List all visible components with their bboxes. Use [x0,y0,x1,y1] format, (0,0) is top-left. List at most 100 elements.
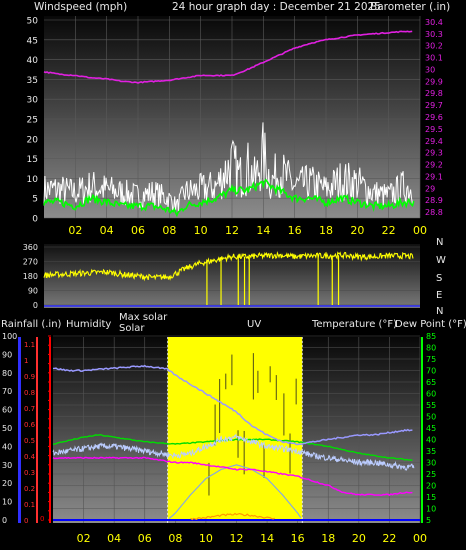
barometer-tick-label: 29.4 [425,137,443,146]
barometer-tick-label: 30.4 [425,18,443,27]
wind-hour-label: 04 [100,224,114,237]
barometer-tick-label: 29.3 [425,149,443,158]
barometer-tick-label: 29.1 [425,172,443,181]
humidity-axis-title: Humidity [66,319,111,330]
rainfall-tick-label: 1.1 [24,341,35,349]
barometer-tick-label: 29.7 [425,101,443,110]
solar-area [167,337,303,521]
temp-hour-label: 04 [107,532,121,545]
wind-tick-label: 45 [27,36,38,46]
temperature-tick-label: 70 [426,367,436,376]
rainfall-tick-label: 1 [24,357,28,365]
humidity-line [52,456,413,497]
barometer-tick-label: 30 [425,65,435,74]
barometer-tick-label: 29.5 [425,125,443,134]
temperature-tick-label: 60 [426,390,436,399]
barometer-tick-label: 29.2 [425,161,443,170]
temperature-tick-label: 10 [426,505,436,514]
wind-direction-line [43,251,414,282]
humidity-tick-label: 0 [2,516,7,525]
temperature-tick-label: 85 [426,332,436,341]
compass-label: E [436,290,442,301]
barometer-tick-label: 29 [425,184,435,193]
dew-point-line [52,433,415,471]
wind-average-line [43,178,415,218]
barometer-axis-title: Barometer (.in) [370,1,450,13]
rainfall-axis-title: Rainfall (.in) [1,319,62,330]
humidity-tick-label: 60 [2,406,12,415]
compass-label: N [436,237,443,248]
rainfall-tick-label: 0.1 [24,501,35,509]
temperature-tick-label: 80 [426,344,436,353]
rainfall-tick-label: 0.5 [24,437,35,445]
graph-title: 24 hour graph day : December 21 2025 [172,1,381,13]
temperature-tick-label: 20 [426,482,436,491]
temp-hour-label: 14 [260,532,274,545]
wind-hour-label: 12 [225,224,239,237]
rainfall-tick-label: 0 [24,517,28,525]
rainfall-tick-label: 0.9 [24,373,35,381]
direction-tick-label: 360 [23,243,38,252]
uv-line [190,512,275,521]
compass-label: W [436,255,446,266]
dew-point-title: Dew Point (°F) [395,319,466,330]
temp-hour-label: 06 [138,532,152,545]
temperature-tick-label: 25 [426,470,436,479]
humidity-tick-label: 20 [2,479,12,488]
rainfall-tick-label: 0.7 [24,405,35,413]
wind-gust-line [43,122,414,212]
rainfall-tick-label: 0.4 [24,453,36,461]
temp-hour-label: 16 [291,532,305,545]
temp-solar-panel: 5101520253035404550556065707580850102030… [2,332,436,545]
barometer-tick-label: 29.6 [425,113,443,122]
compass-label: S [436,273,442,284]
wind-hour-label: 08 [162,224,176,237]
direction-tick-label: 0 [33,301,38,310]
rainfall-tick-label: 0.3 [24,469,35,477]
temp-hour-label: 08 [168,532,182,545]
temp-hour-label: 22 [382,532,396,545]
max-solar-line [168,464,302,520]
temperature-tick-label: 75 [426,355,436,364]
temp-green-line [52,433,413,461]
barometer-tick-label: 29.8 [425,89,443,98]
wind-hour-label: 22 [382,224,396,237]
humidity-tick-label: 50 [2,424,12,433]
wind-hour-label: 02 [68,224,82,237]
wind-hour-label: 18 [319,224,333,237]
temperature-tick-label: 15 [426,493,436,502]
temperature-tick-label: 50 [426,413,436,422]
temperature-tick-label: 5 [426,516,431,525]
wind-tick-label: 25 [27,116,38,126]
wind-tick-label: 10 [27,175,39,185]
barometer-tick-label: 28.9 [425,196,443,205]
wind-tick-label: 35 [27,76,38,86]
wind-pressure-panel: 0 5 10 15 20 25 30 35 40 45 50 28.8 28.9 29 29.1 29.2 29… [27,16,443,237]
humidity-axis-bar [36,337,38,523]
temperature-tick-label: 30 [426,459,436,468]
temp-hour-label: 18 [321,532,335,545]
wind-tick-label: 5 [32,195,38,205]
wind-tick-label: 15 [27,155,38,165]
temp-hour-label: 20 [352,532,366,545]
wind-hour-label: 14 [256,224,270,237]
temp-hour-label: 02 [77,532,91,545]
wind-hour-label: 16 [288,224,302,237]
wind-hour-label: 20 [350,224,364,237]
humidity-tick-label: 30 [2,461,12,470]
temperature-tick-label: 40 [426,436,436,445]
direction-tick-label: 90 [28,287,38,296]
rainfall-tick-label: 0.8 [24,389,35,397]
temperature-tick-label: 35 [426,447,436,456]
wind-tick-label: 40 [27,56,39,66]
solar-axis-bar [49,337,51,523]
wind-tick-label: 50 [27,17,39,27]
temperature-line [52,364,413,446]
temperature-tick-label: 65 [426,378,436,387]
windspeed-axis-title: Windspeed (mph) [34,1,127,13]
rainfall-axis-bar [18,337,21,523]
rainfall-tick-label: 0.2 [24,485,35,493]
